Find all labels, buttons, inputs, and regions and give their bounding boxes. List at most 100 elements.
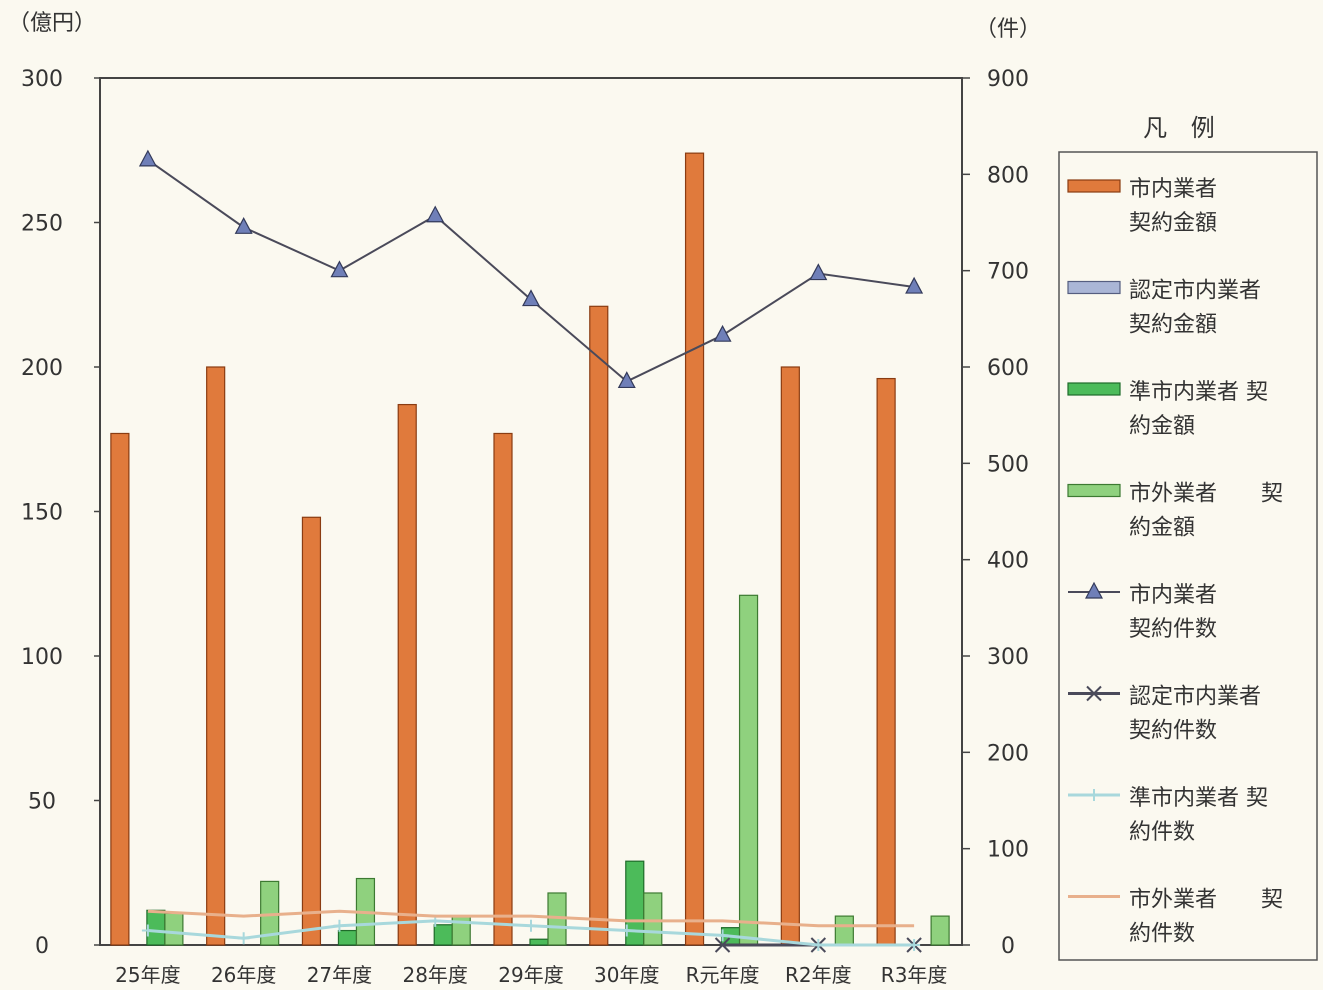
left-axis: 0 50 100 150 200 250 300: [21, 67, 100, 959]
point-marker: [522, 289, 540, 307]
left-tick-label: 0: [35, 934, 49, 959]
right-tick-label: 600: [987, 356, 1029, 381]
right-tick-label: 100: [987, 838, 1029, 863]
legend-label: 市外業者 契: [1129, 482, 1283, 507]
point-marker: [617, 371, 636, 389]
category-label: 30年度: [594, 963, 659, 987]
point-marker: [330, 260, 349, 278]
category-label: R3年度: [881, 963, 948, 987]
point-marker: [525, 919, 537, 932]
bar: [834, 915, 854, 946]
right-tick-label: 800: [987, 163, 1029, 188]
right-tick-label: 0: [1001, 934, 1015, 959]
left-tick-label: 200: [21, 356, 63, 381]
category-label: 25年度: [115, 963, 180, 987]
legend-label: 準市内業者 契: [1129, 786, 1268, 811]
left-tick-label: 50: [28, 790, 56, 815]
legend-title: 凡 例: [1143, 114, 1223, 142]
bar: [529, 938, 549, 946]
right-tick-label: 400: [987, 549, 1029, 574]
right-tick-label: 500: [987, 452, 1029, 477]
right-tick-label: 200: [987, 741, 1029, 766]
point-marker: [809, 263, 828, 281]
right-tick-label: 700: [987, 260, 1029, 285]
legend-label: 契約金額: [1129, 211, 1217, 236]
point-marker: [138, 149, 157, 167]
legend-label: 認定市内業者: [1129, 685, 1261, 710]
bars-layer: [110, 152, 950, 946]
legend-label: 市内業者: [1129, 177, 1217, 202]
point-marker: [234, 217, 253, 234]
bar: [146, 909, 166, 946]
right-tick-label: 300: [987, 645, 1029, 670]
category-label: R元年度: [686, 963, 760, 987]
point-marker: [620, 924, 633, 937]
bar: [876, 377, 896, 946]
point-marker: [141, 924, 154, 937]
bar: [301, 516, 322, 946]
right-tick-label: 900: [987, 67, 1029, 92]
legend-swatch: [1067, 483, 1121, 498]
plot-area: [99, 77, 963, 946]
bar: [433, 924, 453, 946]
legend-label: 約件数: [1129, 922, 1195, 947]
legend-label: 市外業者 契: [1129, 888, 1283, 913]
left-tick-label: 100: [21, 645, 63, 670]
category-label: 27年度: [307, 963, 372, 987]
point-marker: [713, 324, 732, 342]
legend-marker: [1086, 685, 1102, 702]
right-axis-unit: （件）: [975, 17, 1041, 42]
bar: [397, 403, 417, 946]
legend-swatch: [1067, 382, 1121, 396]
lines-layer: [138, 149, 924, 953]
point-marker: [714, 937, 731, 953]
bar: [164, 912, 184, 946]
legend-label: 準市内業者 契: [1129, 380, 1268, 405]
point-marker: [426, 205, 445, 223]
legend-label: 約件数: [1129, 820, 1195, 845]
legend-label: 契約件数: [1129, 719, 1217, 744]
category-label: R2年度: [785, 963, 852, 987]
legend-marker: [1088, 789, 1100, 801]
legend-label: 認定市内業者: [1129, 279, 1261, 304]
point-marker: [333, 919, 346, 932]
left-tick-label: 300: [21, 67, 63, 92]
left-axis-unit: （億円）: [8, 11, 96, 36]
category-label: 28年度: [402, 963, 467, 987]
legend-swatch: [1067, 280, 1121, 295]
legend-label: 市内業者: [1129, 583, 1217, 608]
bar: [206, 366, 226, 946]
bar: [643, 892, 663, 946]
category-label: 26年度: [211, 963, 276, 987]
left-tick-label: 250: [21, 212, 63, 237]
series-line: [147, 909, 915, 928]
point-marker: [237, 932, 250, 945]
point-marker: [905, 276, 924, 294]
left-tick-label: 150: [21, 501, 63, 526]
bar: [930, 915, 950, 946]
bar: [738, 594, 759, 946]
bar: [110, 432, 130, 946]
legend-marker: [1085, 581, 1103, 599]
legend-swatch: [1067, 179, 1121, 193]
x-axis: 25年度 26年度 27年度 28年度 29年度 30年度 R元年度 R2年度 R3年度: [115, 963, 947, 987]
bar: [684, 152, 705, 946]
bar: [780, 366, 800, 946]
legend-label: 契約金額: [1129, 313, 1217, 338]
legend-label: 約金額: [1129, 516, 1195, 541]
point-marker: [716, 929, 729, 942]
legend-label: 契約件数: [1129, 617, 1217, 642]
category-label: 29年度: [498, 963, 563, 987]
bar: [589, 305, 609, 946]
point-marker: [908, 939, 921, 951]
plot-border: [99, 77, 963, 946]
legend-box: [1058, 151, 1318, 961]
series-line: [147, 159, 915, 383]
point-marker: [812, 939, 825, 951]
bar: [337, 929, 358, 946]
right-axis: 0 100 200 300 400 500 600 700 800 900: [962, 67, 1029, 959]
bar: [493, 432, 513, 946]
legend-label: 約金額: [1129, 414, 1195, 439]
